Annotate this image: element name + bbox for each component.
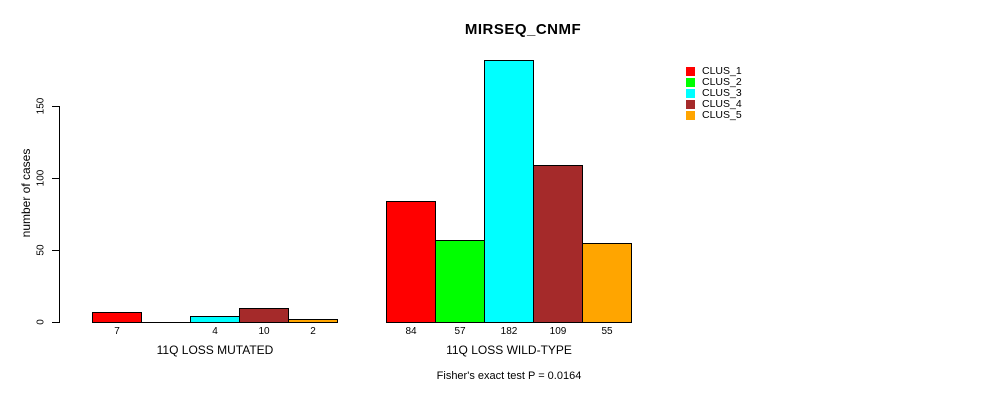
bar-clus_2-group2 — [435, 240, 485, 322]
y-axis-tick — [52, 322, 59, 323]
bar-clus_1-group2 — [386, 201, 436, 322]
bar-clus_5-group2 — [582, 243, 632, 322]
legend-swatch-icon — [686, 67, 695, 76]
legend-swatch-icon — [686, 100, 695, 109]
legend-item-clus_5: CLUS_5 — [686, 110, 742, 121]
legend-swatch-icon — [686, 89, 695, 98]
legend-swatch-icon — [686, 111, 695, 120]
legend-label: CLUS_5 — [702, 109, 742, 121]
group-label: 11Q LOSS MUTATED — [156, 343, 274, 357]
legend-item-clus_4: CLUS_4 — [686, 99, 742, 110]
bar-clus_3-group1 — [190, 316, 240, 322]
legend-label: CLUS_1 — [702, 65, 742, 77]
legend-label: CLUS_4 — [702, 98, 742, 110]
chart-title: MIRSEQ_CNMF — [464, 21, 582, 38]
footnote: Fisher's exact test P = 0.0164 — [436, 370, 582, 382]
bar-value-label: 4 — [212, 326, 218, 337]
y-axis-tick — [52, 106, 59, 107]
group-label: 11Q LOSS WILD-TYPE — [446, 343, 572, 357]
bar-value-label: 57 — [454, 326, 466, 337]
y-axis-line — [59, 106, 60, 323]
y-axis-tick-label: 0 — [35, 319, 47, 325]
bar-value-label: 10 — [258, 326, 270, 337]
y-axis-tick-label: 100 — [35, 169, 47, 187]
bar-value-label: 2 — [310, 326, 316, 337]
bar-clus_5-group1 — [288, 319, 338, 322]
legend-item-clus_1: CLUS_1 — [686, 66, 742, 77]
y-axis-tick — [52, 178, 59, 179]
bar-value-label: 182 — [500, 326, 518, 337]
y-axis-tick — [52, 250, 59, 251]
y-axis-label: number of cases — [19, 148, 33, 238]
legend-item-clus_2: CLUS_2 — [686, 77, 742, 88]
legend-label: CLUS_3 — [702, 87, 742, 99]
group-baseline — [386, 322, 632, 323]
bar-value-label: 55 — [601, 326, 613, 337]
legend: CLUS_1 CLUS_2 CLUS_3 CLUS_4 CLUS_5 — [686, 66, 742, 121]
bar-value-label: 84 — [405, 326, 417, 337]
bar-clus_1-group1 — [92, 312, 142, 322]
bar-clus_4-group1 — [239, 308, 289, 322]
y-axis-tick-label: 150 — [35, 97, 47, 115]
bar-value-label: 109 — [549, 326, 567, 337]
legend-label: CLUS_2 — [702, 76, 742, 88]
bar-clus_4-group2 — [533, 165, 583, 322]
legend-swatch-icon — [686, 78, 695, 87]
y-axis-tick-label: 50 — [35, 244, 47, 256]
bar-clus_3-group2 — [484, 60, 534, 322]
group-baseline — [92, 322, 338, 323]
legend-item-clus_3: CLUS_3 — [686, 88, 742, 99]
bar-value-label: 7 — [114, 326, 120, 337]
